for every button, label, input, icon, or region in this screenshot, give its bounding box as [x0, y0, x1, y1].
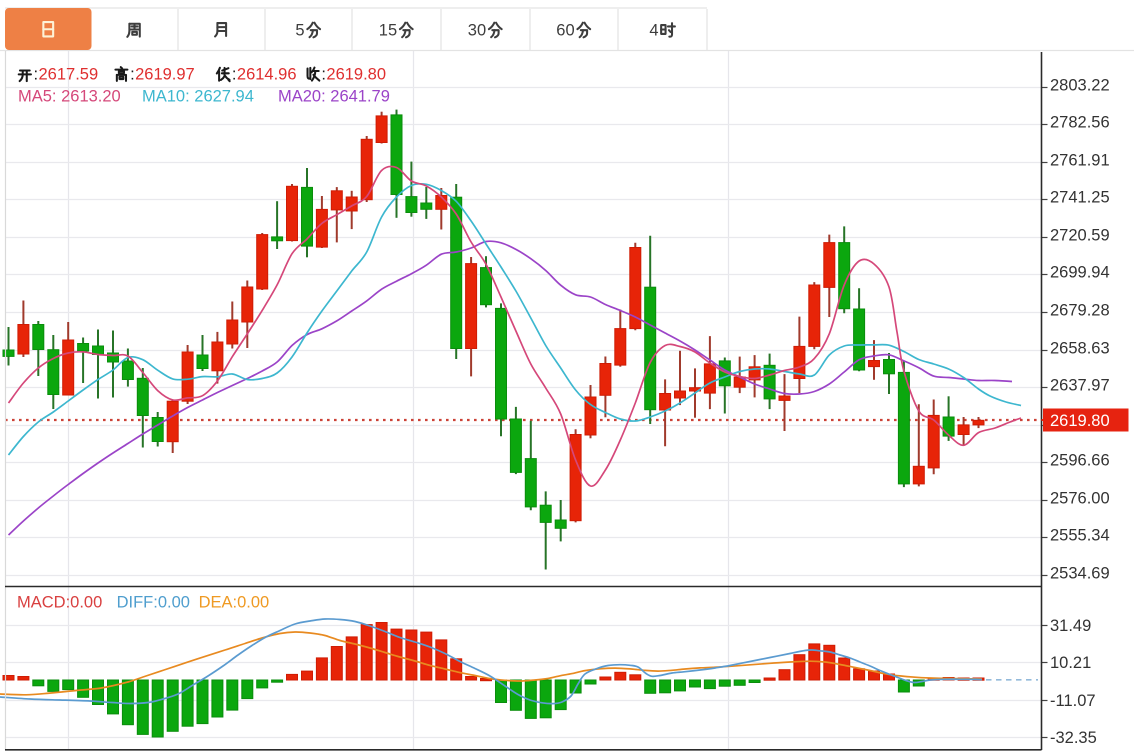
svg-text:15: 15 — [379, 22, 397, 40]
svg-text:2679.28: 2679.28 — [1050, 301, 1110, 319]
svg-text:2619.80: 2619.80 — [326, 66, 386, 84]
svg-text:DIFF:0.00: DIFF:0.00 — [117, 594, 190, 612]
svg-text:2555.34: 2555.34 — [1050, 526, 1110, 544]
svg-text:2637.97: 2637.97 — [1050, 376, 1110, 394]
svg-text:2699.94: 2699.94 — [1050, 263, 1110, 281]
svg-text::: : — [232, 66, 237, 84]
svg-text::: : — [130, 66, 135, 84]
svg-text:-32.35: -32.35 — [1050, 729, 1097, 747]
svg-text:2534.69: 2534.69 — [1050, 564, 1110, 582]
svg-text:2576.00: 2576.00 — [1050, 489, 1110, 507]
svg-text:5: 5 — [295, 22, 304, 40]
svg-text:2619.80: 2619.80 — [1050, 412, 1110, 430]
svg-text:60: 60 — [556, 22, 574, 40]
svg-text:4: 4 — [649, 22, 658, 40]
svg-text:30: 30 — [468, 22, 486, 40]
svg-text:31.49: 31.49 — [1050, 617, 1091, 635]
svg-text:2741.25: 2741.25 — [1050, 188, 1110, 206]
svg-text:2658.63: 2658.63 — [1050, 339, 1110, 357]
svg-text:2617.59: 2617.59 — [39, 66, 99, 84]
svg-text::: : — [321, 66, 326, 84]
svg-text:2803.22: 2803.22 — [1050, 76, 1110, 94]
svg-text:10.21: 10.21 — [1050, 654, 1091, 672]
svg-text:DEA:0.00: DEA:0.00 — [199, 594, 270, 612]
svg-text:MACD:0.00: MACD:0.00 — [17, 594, 102, 612]
svg-text::: : — [34, 66, 39, 84]
svg-text:2782.56: 2782.56 — [1050, 113, 1110, 131]
svg-text:2614.96: 2614.96 — [237, 66, 297, 84]
svg-text:2596.66: 2596.66 — [1050, 451, 1110, 469]
svg-text:2619.97: 2619.97 — [135, 66, 195, 84]
svg-text:MA20: 2641.79: MA20: 2641.79 — [278, 88, 390, 106]
svg-text:2720.59: 2720.59 — [1050, 226, 1110, 244]
svg-text:2761.91: 2761.91 — [1050, 151, 1110, 169]
svg-text:-11.07: -11.07 — [1050, 692, 1096, 710]
svg-text:MA10: 2627.94: MA10: 2627.94 — [142, 88, 254, 106]
svg-text:MA5: 2613.20: MA5: 2613.20 — [18, 88, 121, 106]
